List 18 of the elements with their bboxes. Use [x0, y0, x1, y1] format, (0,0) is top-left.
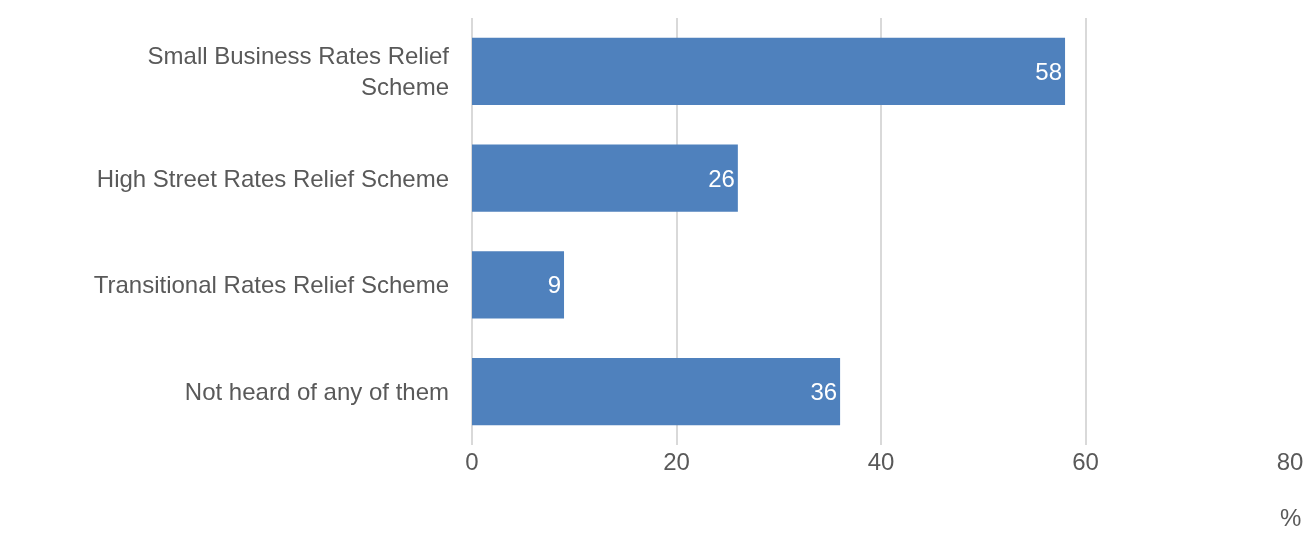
- data-label: 9: [547, 271, 562, 299]
- y-tick-label: High Street Rates Relief Scheme: [96, 164, 449, 192]
- x-axis-title: %: [1280, 504, 1302, 531]
- data-label: 26: [708, 164, 735, 192]
- x-tick-label: 0: [465, 448, 479, 475]
- bar: [472, 358, 841, 426]
- bar: [472, 37, 1066, 105]
- y-tick-label: Transitional Rates Relief Scheme: [93, 271, 449, 299]
- bar: [472, 251, 565, 319]
- x-tick-label: 80: [1276, 448, 1304, 475]
- y-tick-label: Not heard of any of them: [184, 378, 449, 406]
- x-tick-label: 40: [867, 448, 895, 475]
- y-tick-label: Small Business Rates Relief Scheme: [147, 42, 450, 101]
- data-label: 58: [1035, 57, 1063, 85]
- x-tick-label: 20: [663, 448, 690, 475]
- x-tick-label: 60: [1072, 448, 1099, 475]
- bar: [472, 144, 738, 212]
- data-label: 36: [810, 378, 838, 406]
